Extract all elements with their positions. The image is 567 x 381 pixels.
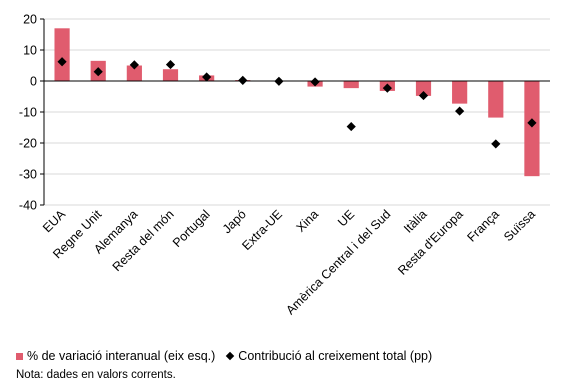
y-tick-label: -30 — [19, 168, 37, 182]
x-category-label: Japó — [220, 207, 249, 236]
x-category-label: Portugal — [170, 207, 213, 250]
legend-bar-swatch — [16, 352, 23, 360]
axes — [40, 18, 550, 206]
x-category-label: Resta d'Europa — [395, 207, 466, 278]
marker-point — [346, 121, 356, 132]
y-tick-label: -20 — [19, 137, 37, 151]
y-tick-labels: 20 10 0 -10 -20 -30 -40 — [19, 13, 37, 213]
marker-point — [165, 59, 176, 70]
y-tick-label: -10 — [19, 106, 37, 120]
y-tick-label: -40 — [19, 199, 37, 213]
marker-point — [274, 76, 284, 86]
bar — [54, 28, 70, 81]
marker-point — [129, 60, 139, 70]
marker-point — [93, 67, 103, 77]
bar — [126, 65, 142, 81]
marker-point — [238, 75, 248, 85]
bar — [415, 81, 432, 96]
x-category-label: França — [464, 207, 501, 244]
marker-point — [418, 90, 429, 101]
marker-series — [57, 57, 537, 149]
legend-bar-label: % de variació interanual (eix esq.) — [27, 349, 216, 363]
marker-point — [310, 77, 320, 87]
legend-diamond-icon — [226, 351, 235, 361]
legend-marker-label: Contribució al creixement total (pp) — [238, 349, 433, 363]
marker-point — [202, 72, 212, 82]
bar — [524, 81, 540, 177]
x-category-label: UE — [335, 207, 357, 229]
x-category-label: Xina — [294, 207, 322, 235]
bar — [452, 81, 468, 104]
y-tick-label: 0 — [30, 75, 37, 89]
x-category-label: Itàlia — [401, 207, 430, 236]
y-tick-label: 10 — [23, 44, 37, 58]
x-category-label: Suïssa — [501, 207, 538, 244]
footnote: Nota: dades en valors corrents. — [16, 369, 176, 381]
legend: % de variació interanual (eix esq.) Cont… — [16, 349, 432, 363]
marker-point — [527, 118, 537, 128]
marker-point — [491, 139, 501, 149]
bar — [343, 81, 359, 89]
gridlines — [44, 18, 550, 206]
x-category-label: Extra-UE — [239, 207, 285, 253]
y-tick-label: 20 — [23, 13, 37, 27]
bar — [162, 69, 179, 81]
x-category-label: EUA — [40, 207, 69, 236]
marker-point — [455, 106, 465, 116]
marker-point — [382, 83, 392, 93]
bar — [488, 81, 504, 118]
marker-point — [57, 57, 67, 67]
